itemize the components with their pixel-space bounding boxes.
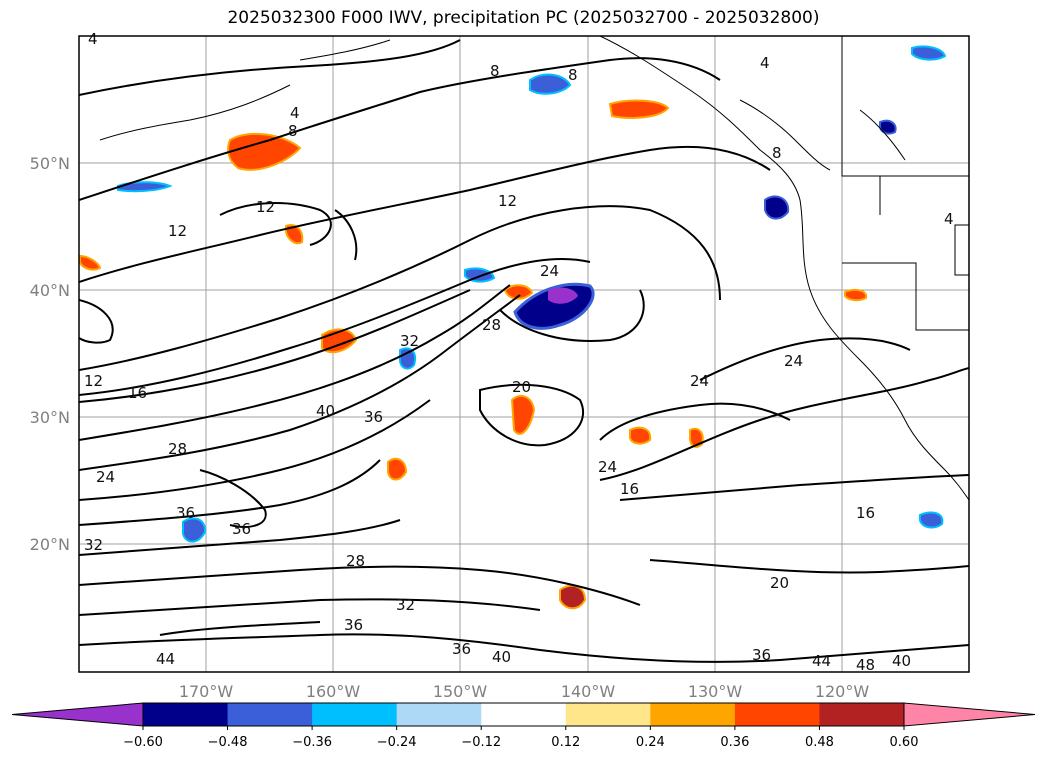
colorbar-tick-label: 0.12 (551, 735, 580, 750)
colorbar-segment (819, 703, 905, 726)
contour-label: 24 (784, 352, 803, 370)
lat-tick: 20°N (30, 535, 70, 554)
contour-label: 12 (256, 198, 275, 216)
colorbar-tick-label: −0.24 (377, 735, 417, 750)
map-border (78, 35, 970, 673)
colorbar-segment (396, 703, 482, 726)
colorbar-tick-label: 0.60 (890, 735, 919, 750)
colorbar-segment (143, 703, 229, 726)
contour-label: 36 (176, 504, 195, 522)
colorbar-extension-low (11, 702, 144, 727)
contour-label: 36 (364, 408, 383, 426)
colorbar-tick-label: −0.12 (461, 735, 501, 750)
contour-label: 24 (598, 458, 617, 476)
precip-anomaly-fill (79, 45, 947, 610)
contour-label: 12 (168, 222, 187, 240)
contour-label: 36 (752, 646, 771, 664)
contour-label: 44 (812, 652, 831, 670)
colorbar-extension-high (903, 702, 1036, 727)
contour-label: 28 (346, 552, 365, 570)
contour-label: 40 (492, 648, 511, 666)
colorbar-segment (565, 703, 651, 726)
contour-label: 44 (156, 650, 175, 668)
colorbar-tick-label: −0.36 (292, 735, 332, 750)
contour-label: 36 (452, 640, 471, 658)
contour-label: 16 (620, 480, 639, 498)
iwv-contours (79, 39, 969, 663)
lon-tick: 150°W (433, 682, 488, 701)
contour-label: 20 (512, 378, 531, 396)
colorbar-segment (227, 703, 313, 726)
contour-label: 24 (540, 262, 559, 280)
lon-tick: 170°W (179, 682, 234, 701)
map-title: 2025032300 F000 IWV, precipitation PC (2… (227, 8, 820, 28)
contour-label: 16 (856, 504, 875, 522)
colorbar-tick-label: −0.48 (208, 735, 248, 750)
contour-label: 24 (96, 468, 115, 486)
lon-tick-labels: 170°W 160°W 150°W 140°W 130°W 120°W (179, 682, 870, 701)
lat-tick: 30°N (30, 408, 70, 427)
contour-label: 4 (760, 54, 770, 72)
colorbar-tick-label: −0.60 (123, 735, 163, 750)
coastlines (99, 36, 969, 501)
colorbar-segment (734, 703, 820, 726)
lat-tick: 50°N (30, 154, 70, 173)
colorbar-segment (312, 703, 398, 726)
lat-tick: 40°N (30, 281, 70, 300)
contour-label: 4 (944, 210, 954, 228)
contour-label: 16 (128, 384, 147, 402)
contour-label: 20 (770, 574, 789, 592)
map-area[interactable] (79, 36, 969, 672)
colorbar-tick-label: 0.36 (720, 735, 749, 750)
lon-tick: 160°W (306, 682, 361, 701)
contour-label: 32 (400, 332, 419, 350)
contour-label: 28 (482, 316, 501, 334)
contour-label: 4 (88, 30, 98, 48)
colorbar-tick-label: 0.24 (636, 735, 665, 750)
contour-label: 12 (84, 372, 103, 390)
contour-label: 24 (690, 372, 709, 390)
contour-label: 36 (232, 520, 251, 538)
colorbar-frame (142, 702, 905, 727)
colorbar: −0.60 −0.48 −0.36 −0.24 −0.12 0.12 0.24 0.36 0.4… (11, 702, 1036, 750)
contour-label: 48 (856, 656, 875, 674)
colorbar-tick-label: 0.48 (805, 735, 834, 750)
colorbar-segment (481, 703, 567, 726)
colorbar-segment (650, 703, 736, 726)
contour-label: 8 (568, 66, 578, 84)
contour-labels: 4 4 8 8 8 8 4 4 12 12 12 12 16 16 16 20 … (84, 30, 954, 674)
contour-label: 40 (316, 402, 335, 420)
lat-tick-labels: 50°N 40°N 30°N 20°N (30, 154, 70, 554)
contour-label: 36 (344, 616, 363, 634)
lon-tick: 130°W (688, 682, 743, 701)
contour-label: 32 (396, 596, 415, 614)
contour-label: 28 (168, 440, 187, 458)
contour-label: 4 (290, 104, 300, 122)
contour-label: 8 (288, 122, 298, 140)
contour-label: 32 (84, 536, 103, 554)
lon-tick: 120°W (815, 682, 870, 701)
contour-label: 8 (490, 62, 500, 80)
contour-label: 12 (498, 192, 517, 210)
contour-label: 40 (892, 652, 911, 670)
lon-tick: 140°W (561, 682, 616, 701)
contour-label: 8 (772, 144, 782, 162)
